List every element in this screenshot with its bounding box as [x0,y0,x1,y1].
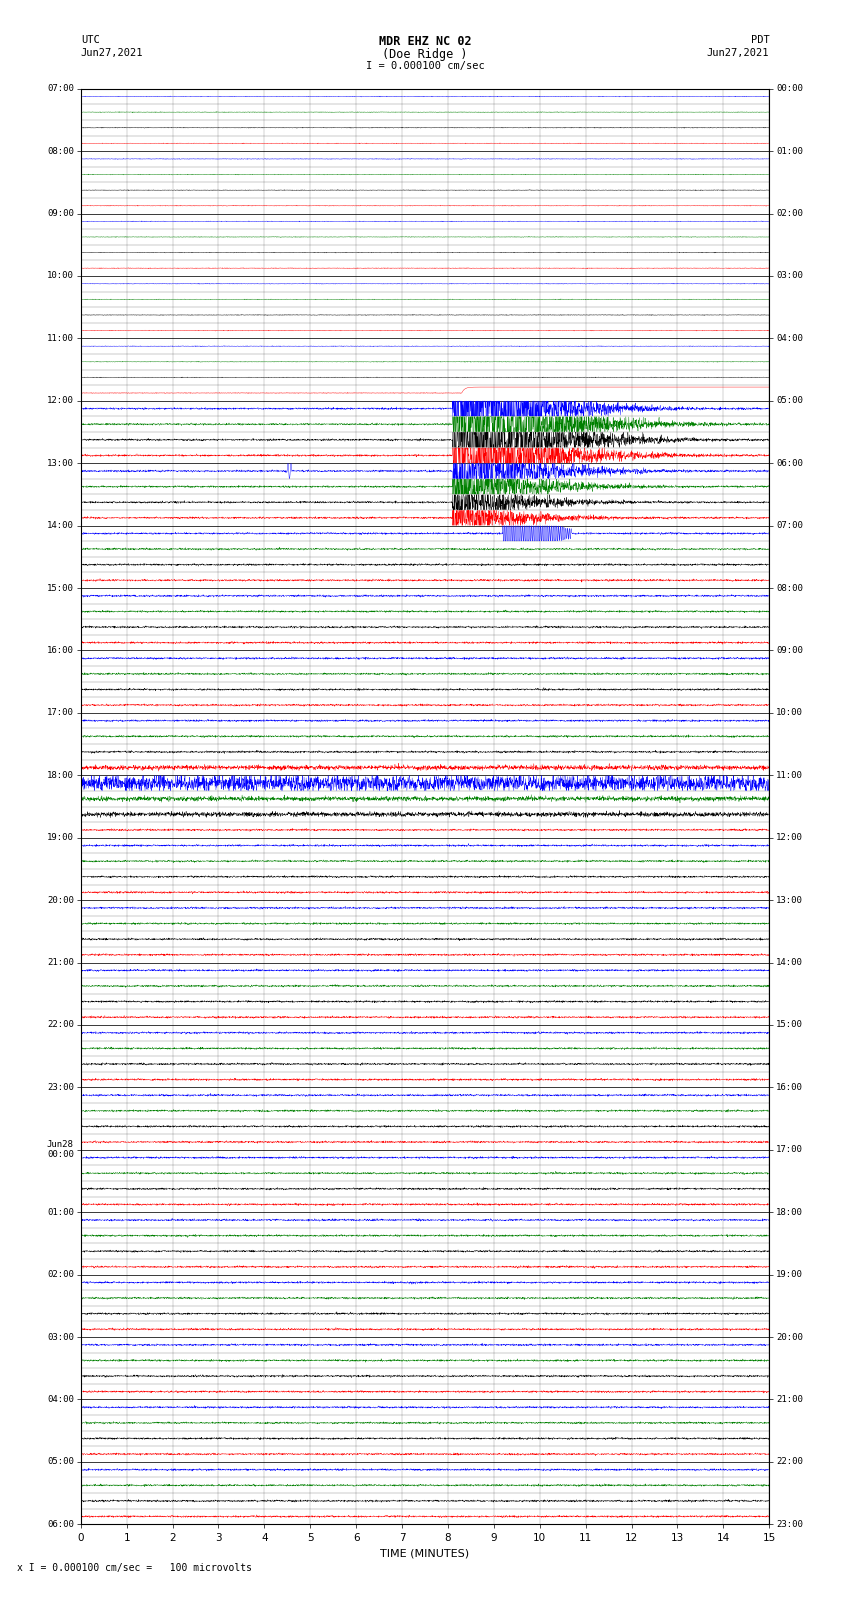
Text: MDR EHZ NC 02: MDR EHZ NC 02 [379,35,471,48]
X-axis label: TIME (MINUTES): TIME (MINUTES) [381,1548,469,1558]
Text: I = 0.000100 cm/sec: I = 0.000100 cm/sec [366,61,484,71]
Text: Jun27,2021: Jun27,2021 [81,48,144,58]
Text: Jun27,2021: Jun27,2021 [706,48,769,58]
Text: UTC: UTC [81,35,99,45]
Text: x I = 0.000100 cm/sec =   100 microvolts: x I = 0.000100 cm/sec = 100 microvolts [17,1563,252,1573]
Text: PDT: PDT [751,35,769,45]
Text: (Doe Ridge ): (Doe Ridge ) [382,48,468,61]
